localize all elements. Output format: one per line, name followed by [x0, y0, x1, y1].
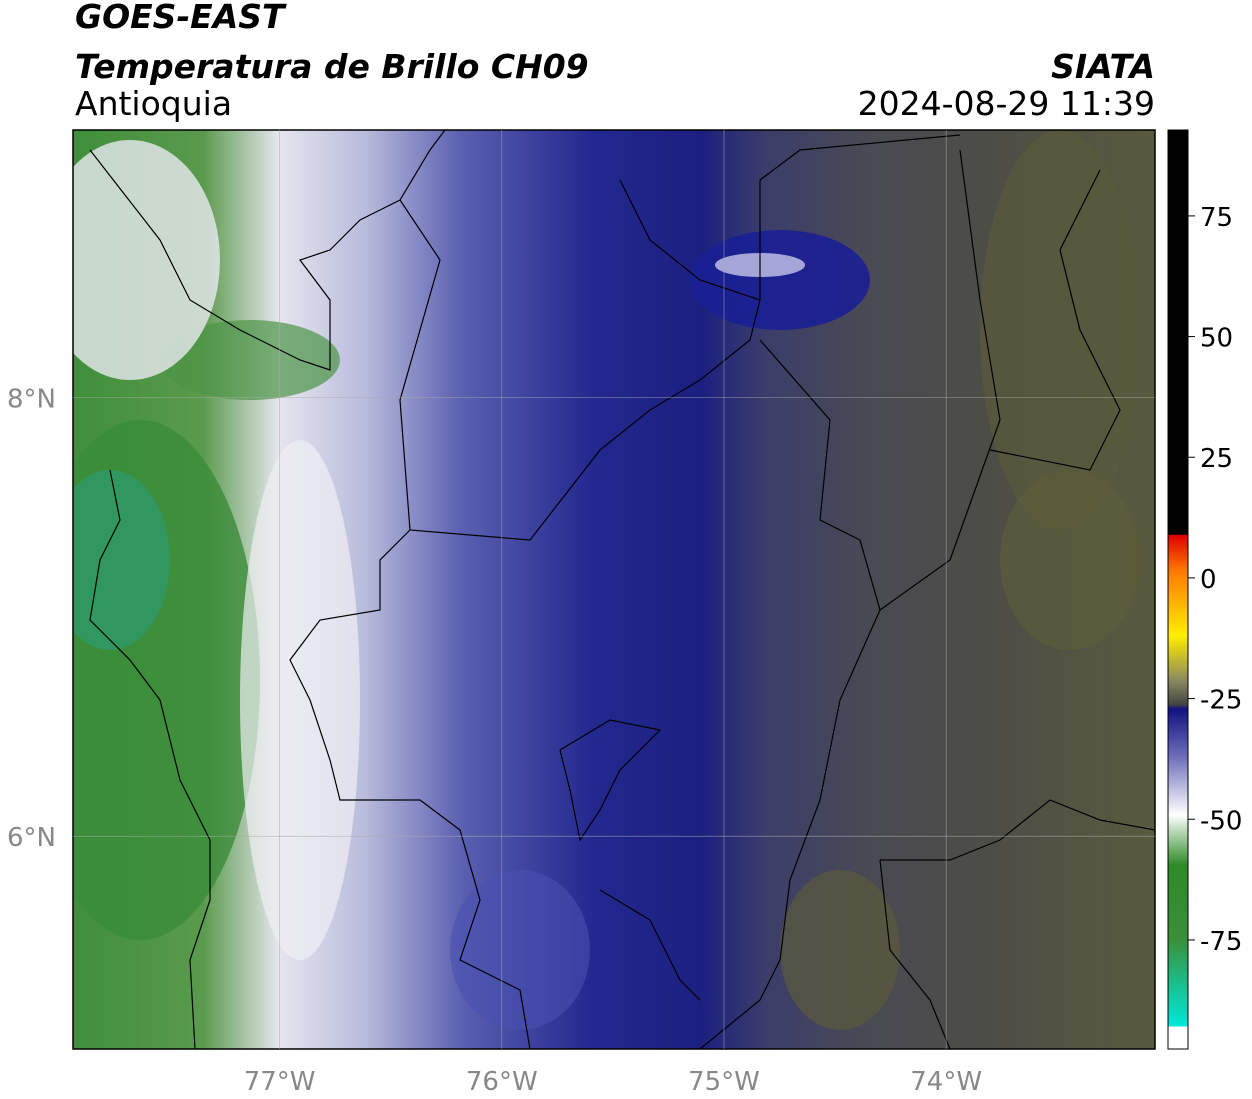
lat-tick-label: 6°N — [7, 823, 56, 853]
colorbar-tick-label: -25 — [1200, 686, 1242, 716]
title: GOES-EAST — [75, 0, 287, 36]
colorbar-tick-label: 0 — [1200, 565, 1217, 595]
lon-tick-label: 74°W — [910, 1067, 982, 1097]
colorbar — [1167, 129, 1189, 1050]
colorbar-tick-label: -50 — [1200, 806, 1242, 836]
map-image — [73, 130, 1155, 1049]
subtitle: Temperatura de Brillo CH09 — [75, 47, 589, 86]
timestamp: 2024-08-29 11:39 — [858, 84, 1155, 123]
lat-tick-label: 8°N — [7, 385, 56, 415]
source: SIATA — [1051, 47, 1155, 86]
colorbar-tick-label: 50 — [1200, 324, 1233, 354]
region: Antioquia — [75, 84, 232, 123]
lon-tick-label: 76°W — [466, 1067, 538, 1097]
colorbar-tick-label: 25 — [1200, 444, 1233, 474]
lon-tick-label: 77°W — [244, 1067, 316, 1097]
lon-tick-label: 75°W — [688, 1067, 760, 1097]
map-frame — [72, 129, 1156, 1050]
colorbar-tick-label: -75 — [1200, 927, 1242, 957]
colorbar-tick-label: 75 — [1200, 203, 1233, 233]
